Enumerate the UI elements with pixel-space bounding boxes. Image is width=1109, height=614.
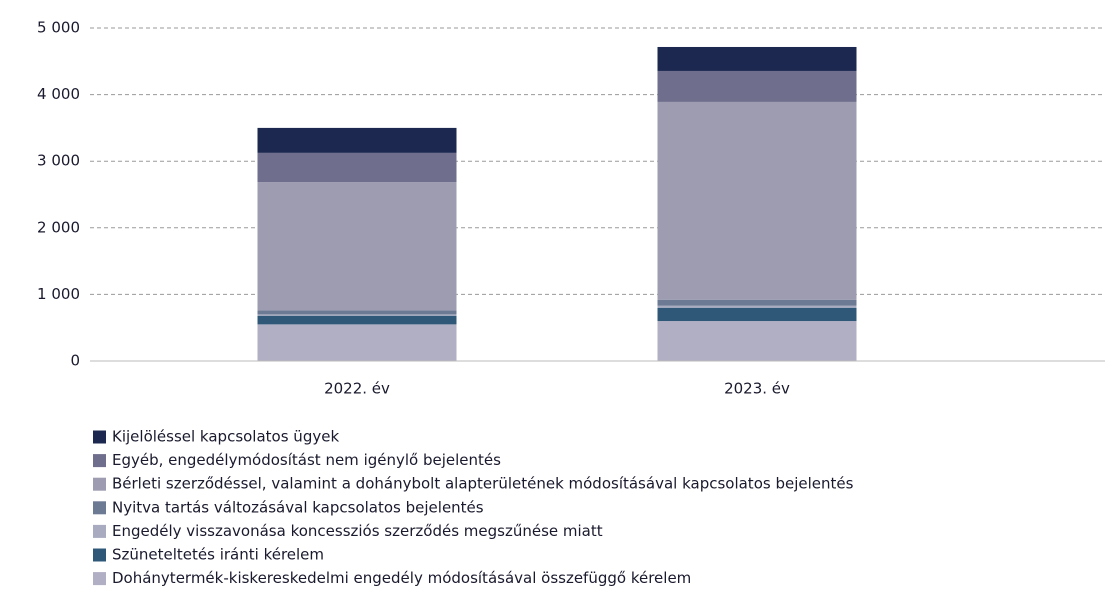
legend-swatch xyxy=(93,548,106,562)
bar-segment xyxy=(257,127,457,153)
bar-segment xyxy=(257,324,457,361)
legend-swatch xyxy=(93,524,106,538)
legend-label: Kijelöléssel kapcsolatos ügyek xyxy=(112,428,339,446)
legend-swatch xyxy=(93,572,106,586)
bar-segment xyxy=(657,307,857,322)
bar-segment xyxy=(257,315,457,325)
x-tick-label: 2023. év xyxy=(724,380,790,398)
bar-segment xyxy=(657,101,857,300)
legend-swatch xyxy=(93,454,106,468)
y-tick-label: 5 000 xyxy=(37,19,80,37)
legend-swatch xyxy=(93,477,106,491)
x-tick-label: 2022. év xyxy=(324,380,390,398)
bar-segment xyxy=(257,182,457,311)
legend-label: Nyitva tartás változásával kapcsolatos b… xyxy=(112,498,484,516)
bar-segment xyxy=(657,305,857,308)
bar-segment xyxy=(657,299,857,306)
legend-swatch xyxy=(93,501,106,515)
bar-segment xyxy=(257,314,457,316)
legend-label: Bérleti szerződéssel, valamint a dohányb… xyxy=(112,475,854,493)
bar-segment xyxy=(657,70,857,102)
legend-label: Egyéb, engedélymódosítást nem igénylő be… xyxy=(112,451,501,469)
legend-label: Dohánytermék-kiskereskedelmi engedély mó… xyxy=(112,569,691,587)
legend-label: Szüneteltetés iránti kérelem xyxy=(112,546,324,564)
bar-segment xyxy=(657,321,857,361)
legend-label: Engedély visszavonása koncessziós szerző… xyxy=(112,522,603,540)
bar-segment xyxy=(657,46,857,71)
bar-segment xyxy=(257,310,457,315)
legend-swatch xyxy=(93,430,106,444)
y-tick-label: 0 xyxy=(70,352,80,370)
y-tick-label: 2 000 xyxy=(37,218,80,236)
y-tick-label: 3 000 xyxy=(37,152,80,170)
y-tick-label: 1 000 xyxy=(37,285,80,303)
bar-segment xyxy=(257,152,457,183)
y-tick-label: 4 000 xyxy=(37,85,80,103)
